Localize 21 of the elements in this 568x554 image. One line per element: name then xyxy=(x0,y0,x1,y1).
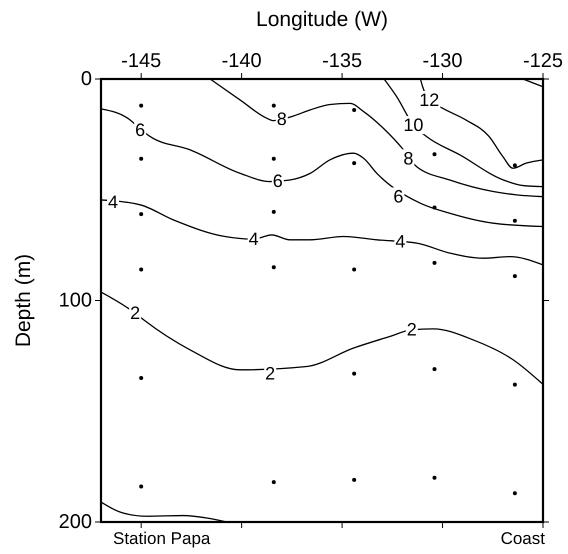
annotation: 6 xyxy=(272,170,283,191)
x-tick-label: -135 xyxy=(322,50,362,72)
text: Station Papa xyxy=(113,529,211,548)
annotation: 4 xyxy=(395,232,406,252)
annotation: 6 xyxy=(393,186,404,206)
x-tick-label: -130 xyxy=(422,50,463,72)
x-axis-title: Longitude (W) xyxy=(256,8,388,31)
annotation: 2 xyxy=(265,363,276,384)
x-tick-label: -145 xyxy=(121,50,162,72)
annotation: 4 xyxy=(108,192,118,212)
y-axis-title: Depth (m) xyxy=(12,254,35,348)
annotation: 8 xyxy=(276,108,287,129)
annotation: 8 xyxy=(403,148,414,168)
y-tick-label: 200 xyxy=(58,511,92,533)
y-tick-label: 100 xyxy=(58,290,92,312)
annotation: 10 xyxy=(403,115,424,136)
x-tick-label: -125 xyxy=(522,50,564,72)
text: Coast xyxy=(500,529,546,548)
y-tick-label: 0 xyxy=(80,68,92,90)
x-tick-label: -140 xyxy=(222,50,262,72)
annotation: 12 xyxy=(419,90,440,110)
